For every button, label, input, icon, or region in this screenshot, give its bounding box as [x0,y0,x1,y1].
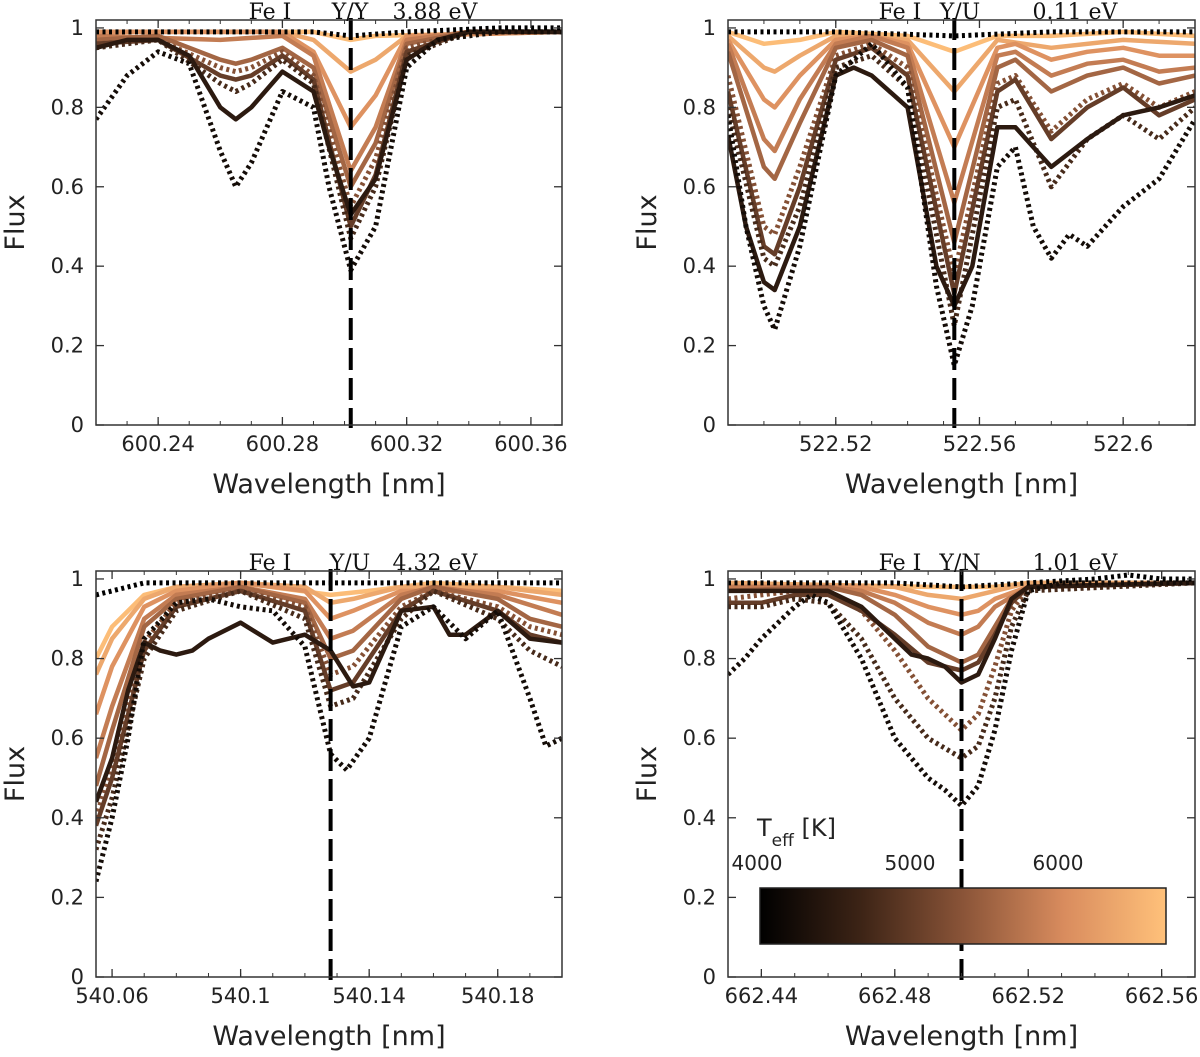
axes-frame [95,19,563,426]
y-tick-label: 0.8 [51,95,84,119]
spectrum-line-4250k [728,65,1195,309]
colorbar-tick-label: 4000 [732,851,783,875]
x-tick-label: 540.1 [211,984,271,1008]
y-tick-label: 0.6 [51,726,84,750]
x-tick-label: 522.52 [799,432,872,456]
x-tick-label: 522.6 [1093,432,1153,456]
spectrum-line-4500k [96,29,562,241]
spectrum-line-4000k [96,596,562,883]
spectrum-line-4500k [728,580,1195,761]
x-axis-label: Wavelength [nm] [212,1021,445,1052]
y-tick-label: 0 [71,965,84,989]
y-axis-label: Flux [632,746,663,802]
y-tick-label: 1 [703,567,716,591]
title-element: Fe I [879,551,922,576]
y-tick-label: 1 [703,16,716,40]
colorbar-title: Teff [K] [756,814,836,851]
y-tick-label: 0.4 [683,806,716,830]
title-excitation: 0.11 eV [1033,0,1119,25]
x-tick-label: 600.28 [246,432,319,456]
panel-bottom-right: 662.44 662.48 662.52 662.56 0 0.2 0.4 0.6 0.8 1 Wa… [632,551,1198,1052]
y-tick-label: 0 [703,413,716,437]
spectrum-line-5250k [96,29,562,190]
title-flag: Y/U [329,551,370,576]
title-excitation: 3.88 eV [393,0,479,25]
y-tick-label: 0.8 [683,95,716,119]
x-tick-label: 600.24 [121,432,194,456]
y-tick-label: 0.6 [683,726,716,750]
axes-frame [727,19,1196,426]
x-tick-label: 600.36 [494,432,567,456]
y-tick-label: 1 [71,16,84,40]
spectrum-line-4750k [96,29,562,229]
x-tick-label: 540.06 [75,984,148,1008]
y-tick-label: 0.4 [683,254,716,278]
spectrum-line-4250k [96,29,562,217]
x-tick-label: 600.32 [370,432,443,456]
axes-frame [95,570,563,978]
colorbar-tick-label: 6000 [1033,851,1084,875]
y-tick-label: 0.8 [683,647,716,671]
colorbar-tick-label: 5000 [885,851,936,875]
spectrum-line-4250k [728,580,1195,685]
title-flag: Y/N [938,551,980,576]
title-excitation: 4.32 eV [393,551,479,576]
x-tick-label: 662.52 [991,984,1064,1008]
spectrum-line-3800k [728,29,1195,39]
x-tick-label: 662.48 [858,984,931,1008]
spectrum-line-4500k [728,53,1195,329]
y-axis-label: Flux [0,194,31,250]
title-element: Fe I [249,0,292,25]
title-flag: Y/Y [331,0,369,25]
spectrum-line-6000k [728,33,1195,94]
y-tick-label: 0.2 [683,334,716,358]
y-axis-label: Flux [0,746,31,802]
spectrum-line-4000k [728,580,1195,809]
spectrum-line-4000k [728,41,1195,368]
x-axis-label: Wavelength [nm] [212,469,445,500]
title-excitation: 1.01 eV [1033,551,1119,576]
y-tick-label: 1 [71,567,84,591]
spectrum-line-3800k [96,580,562,598]
x-tick-label: 540.18 [461,984,534,1008]
x-axis-label: Wavelength [nm] [845,1021,1078,1052]
y-axis-label: Flux [632,194,663,250]
spectrum-line-5000k [96,29,562,210]
x-tick-label: 522.56 [943,432,1016,456]
title-flag: Y/U [939,0,980,25]
spectrum-line-3800k [728,572,1195,590]
y-tick-label: 0.2 [51,885,84,909]
x-tick-label: 540.14 [332,984,405,1008]
x-tick-label: 662.56 [1125,984,1198,1008]
y-tick-label: 0.2 [683,885,716,909]
y-tick-label: 0.6 [51,175,84,199]
y-tick-label: 0 [703,965,716,989]
colorbar-gradient [759,887,1167,945]
spectrum-line-5250k [96,584,562,787]
y-tick-label: 0.4 [51,254,84,278]
panel-bottom-left: 540.06 540.1 540.14 540.18 0 0.2 0.4 0.6 0.8 1 Wav… [0,551,563,1052]
y-tick-label: 0 [71,413,84,437]
x-tick-label: 662.44 [725,984,798,1008]
panel-top-right: 522.52 522.56 522.6 0 0.2 0.4 0.6 0.8 1 Wavelengt… [632,0,1196,500]
colorbar: Teff [K] 4000 5000 6000 [732,814,1167,945]
title-element: Fe I [249,551,292,576]
panel-top-left: 600.24 600.28 600.32 600.36 0 0.2 0.4 0.6 0.8 1 Wa… [0,0,568,500]
spectrum-line-4000k [96,29,562,273]
x-axis-label: Wavelength [nm] [845,469,1078,500]
y-tick-label: 0.6 [683,175,716,199]
title-element: Fe I [879,0,922,25]
y-tick-label: 0.2 [51,334,84,358]
y-tick-label: 0.8 [51,647,84,671]
y-tick-label: 0.4 [51,806,84,830]
